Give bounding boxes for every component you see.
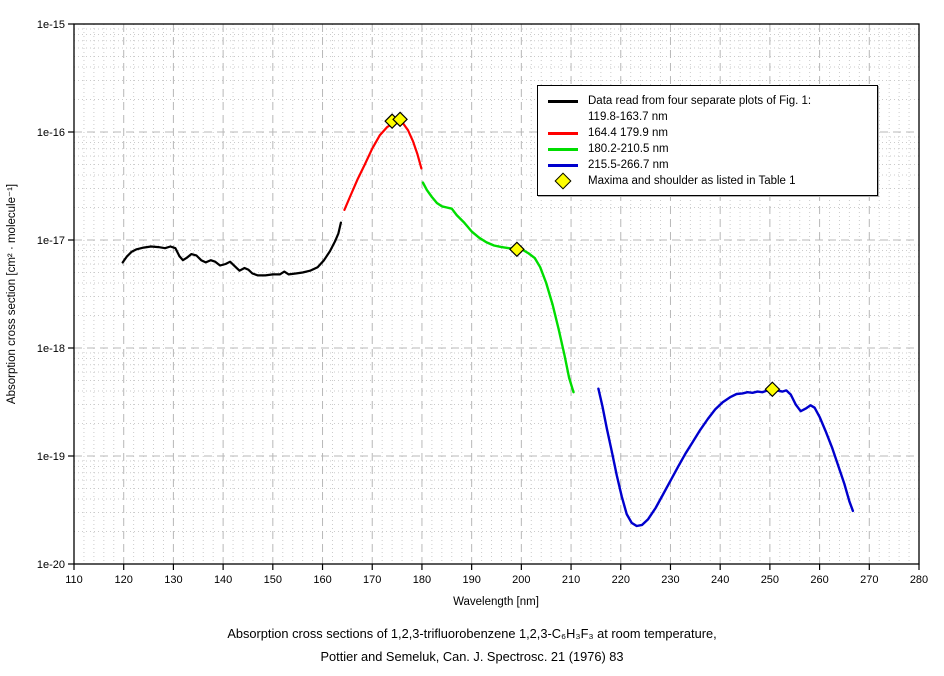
series-line-1	[343, 120, 423, 211]
x-tick-label: 150	[264, 574, 282, 586]
series-line-2	[421, 181, 575, 394]
series-line-0	[121, 221, 342, 277]
legend-line-swatch	[547, 131, 579, 135]
y-tick-label: 1e-16	[37, 127, 65, 139]
x-tick-label: 220	[612, 574, 630, 586]
x-tick-label: 210	[562, 574, 580, 586]
plot-frame	[73, 23, 920, 565]
legend-entry-1: 164.4 179.9 nm	[547, 125, 873, 141]
legend-label: 180.2-210.5 nm	[588, 143, 669, 155]
legend-line-swatch	[547, 147, 579, 151]
diamond-icon	[554, 172, 572, 190]
x-tick-label: 280	[910, 574, 928, 586]
maximum-marker	[392, 111, 408, 128]
x-tick-label: 140	[214, 574, 232, 586]
x-tick-label: 270	[860, 574, 878, 586]
x-tick-label: 260	[810, 574, 828, 586]
legend-box: Data read from four separate plots of Fi…	[537, 85, 878, 196]
maximum-marker	[509, 241, 525, 258]
legend-line-swatch	[547, 163, 579, 167]
x-tick-labels: 110 120 130 140 150 160 170 180 190 200 210 220 230 2…	[65, 574, 928, 586]
legend-entry-0: Data read from four separate plots of Fi…	[547, 93, 873, 109]
x-tick-label: 230	[661, 574, 679, 586]
y-tick-label: 1e-19	[37, 451, 65, 463]
minor-gridlines	[74, 24, 919, 564]
legend-line	[548, 99, 578, 103]
x-tick-label: 180	[413, 574, 431, 586]
x-tick-label: 240	[711, 574, 729, 586]
diamond-icon	[547, 172, 579, 190]
x-tick-label: 130	[164, 574, 182, 586]
legend-label: 215.5-266.7 nm	[588, 159, 669, 171]
absorption-spectrum-chart: 110 120 130 140 150 160 170 180 190 200 210 220 230 2…	[6, 19, 928, 608]
x-tick-label: 170	[363, 574, 381, 586]
maximum-marker	[764, 381, 781, 398]
y-tick-label: 1e-15	[37, 19, 65, 31]
x-tick-label: 110	[65, 574, 83, 586]
caption-line-2: Pottier and Semeluk, Can. J. Spectrosc. …	[320, 649, 624, 664]
legend-line	[548, 147, 578, 151]
legend-label: 164.4 179.9 nm	[588, 127, 668, 139]
y-tick-labels: 1e-15 1e-16 1e-17 1e-18 1e-19 1e-20	[37, 19, 65, 571]
legend-entry-4: Maxima and shoulder as listed in Table 1	[547, 172, 873, 190]
legend-entry-3: 215.5-266.7 nm	[547, 157, 873, 173]
legend-entry-2: 180.2-210.5 nm	[547, 141, 873, 157]
legend-label: 119.8-163.7 nm	[588, 111, 668, 123]
y-tick-label: 1e-20	[37, 559, 65, 571]
y-tick-label: 1e-17	[37, 235, 65, 247]
y-axis-title: Absorption cross section [cm² · molecule…	[6, 184, 18, 404]
legend-line	[548, 163, 578, 167]
x-tick-label: 250	[761, 574, 779, 586]
x-tick-label: 120	[115, 574, 133, 586]
caption-line-1: Absorption cross sections of 1,2,3-trifl…	[227, 626, 717, 641]
figure-caption: Absorption cross sections of 1,2,3-trifl…	[0, 622, 944, 668]
y-tick-label: 1e-18	[37, 343, 65, 355]
legend-line	[548, 131, 578, 135]
x-tick-label: 200	[512, 574, 530, 586]
x-tick-label: 190	[462, 574, 480, 586]
legend-entry-0-cont: 119.8-163.7 nm	[547, 109, 873, 125]
maxima-diamond-markers	[384, 111, 781, 398]
axis-ticks	[68, 23, 920, 570]
legend-label: Data read from four separate plots of Fi…	[588, 95, 812, 107]
series-line-3	[597, 387, 855, 528]
x-axis-title: Wavelength [nm]	[453, 596, 539, 608]
legend-line-swatch	[547, 99, 579, 103]
x-tick-label: 160	[313, 574, 331, 586]
legend-label: Maxima and shoulder as listed in Table 1	[588, 175, 796, 187]
